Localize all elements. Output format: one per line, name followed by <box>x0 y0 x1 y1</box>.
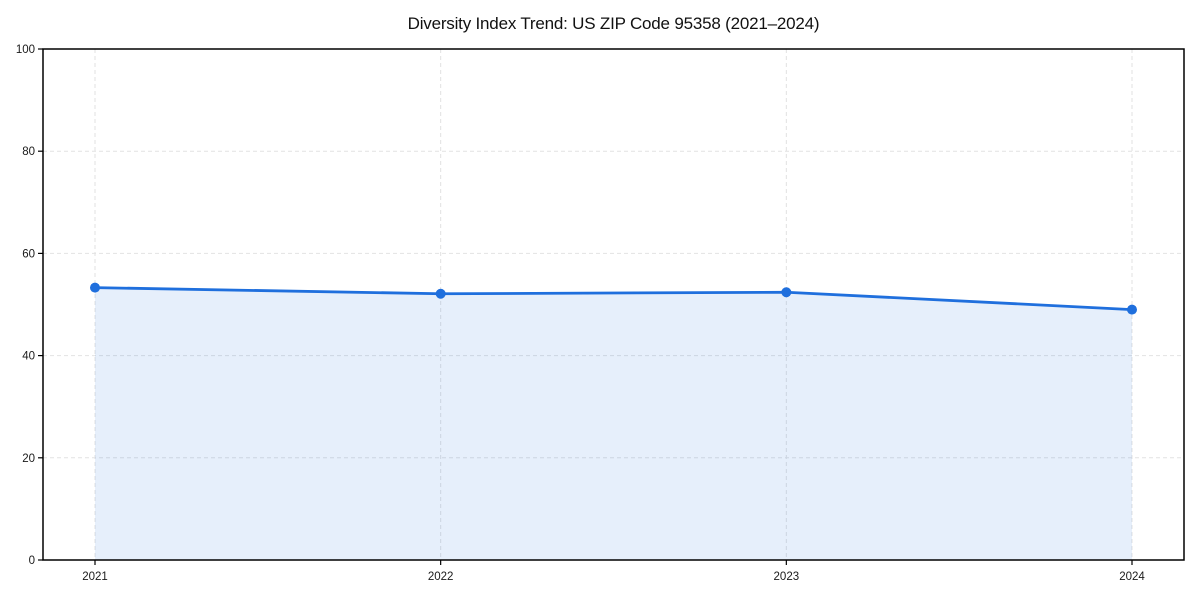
trend-line <box>93 286 1134 312</box>
data-point-marker <box>435 288 446 299</box>
data-point-marker <box>781 287 792 298</box>
y-tick-label: 20 <box>22 453 35 465</box>
x-tick-label: 2022 <box>428 571 454 583</box>
x-tick-label: 2021 <box>82 571 108 583</box>
chart-title: Diversity Index Trend: US ZIP Code 95358… <box>407 14 820 33</box>
y-tick-label: 60 <box>22 248 35 260</box>
y-tick-label: 40 <box>22 351 35 363</box>
data-point-marker <box>1127 304 1137 315</box>
x-tick-label: 2024 <box>1119 571 1145 583</box>
plot-border <box>42 48 1185 561</box>
data-point-marker <box>90 282 100 293</box>
area-fill <box>95 287 1132 560</box>
y-tick-label: 100 <box>16 44 35 56</box>
y-tick-label: 80 <box>22 146 35 158</box>
x-tick-label: 2023 <box>774 571 800 583</box>
y-tick-label: 0 <box>29 555 35 567</box>
